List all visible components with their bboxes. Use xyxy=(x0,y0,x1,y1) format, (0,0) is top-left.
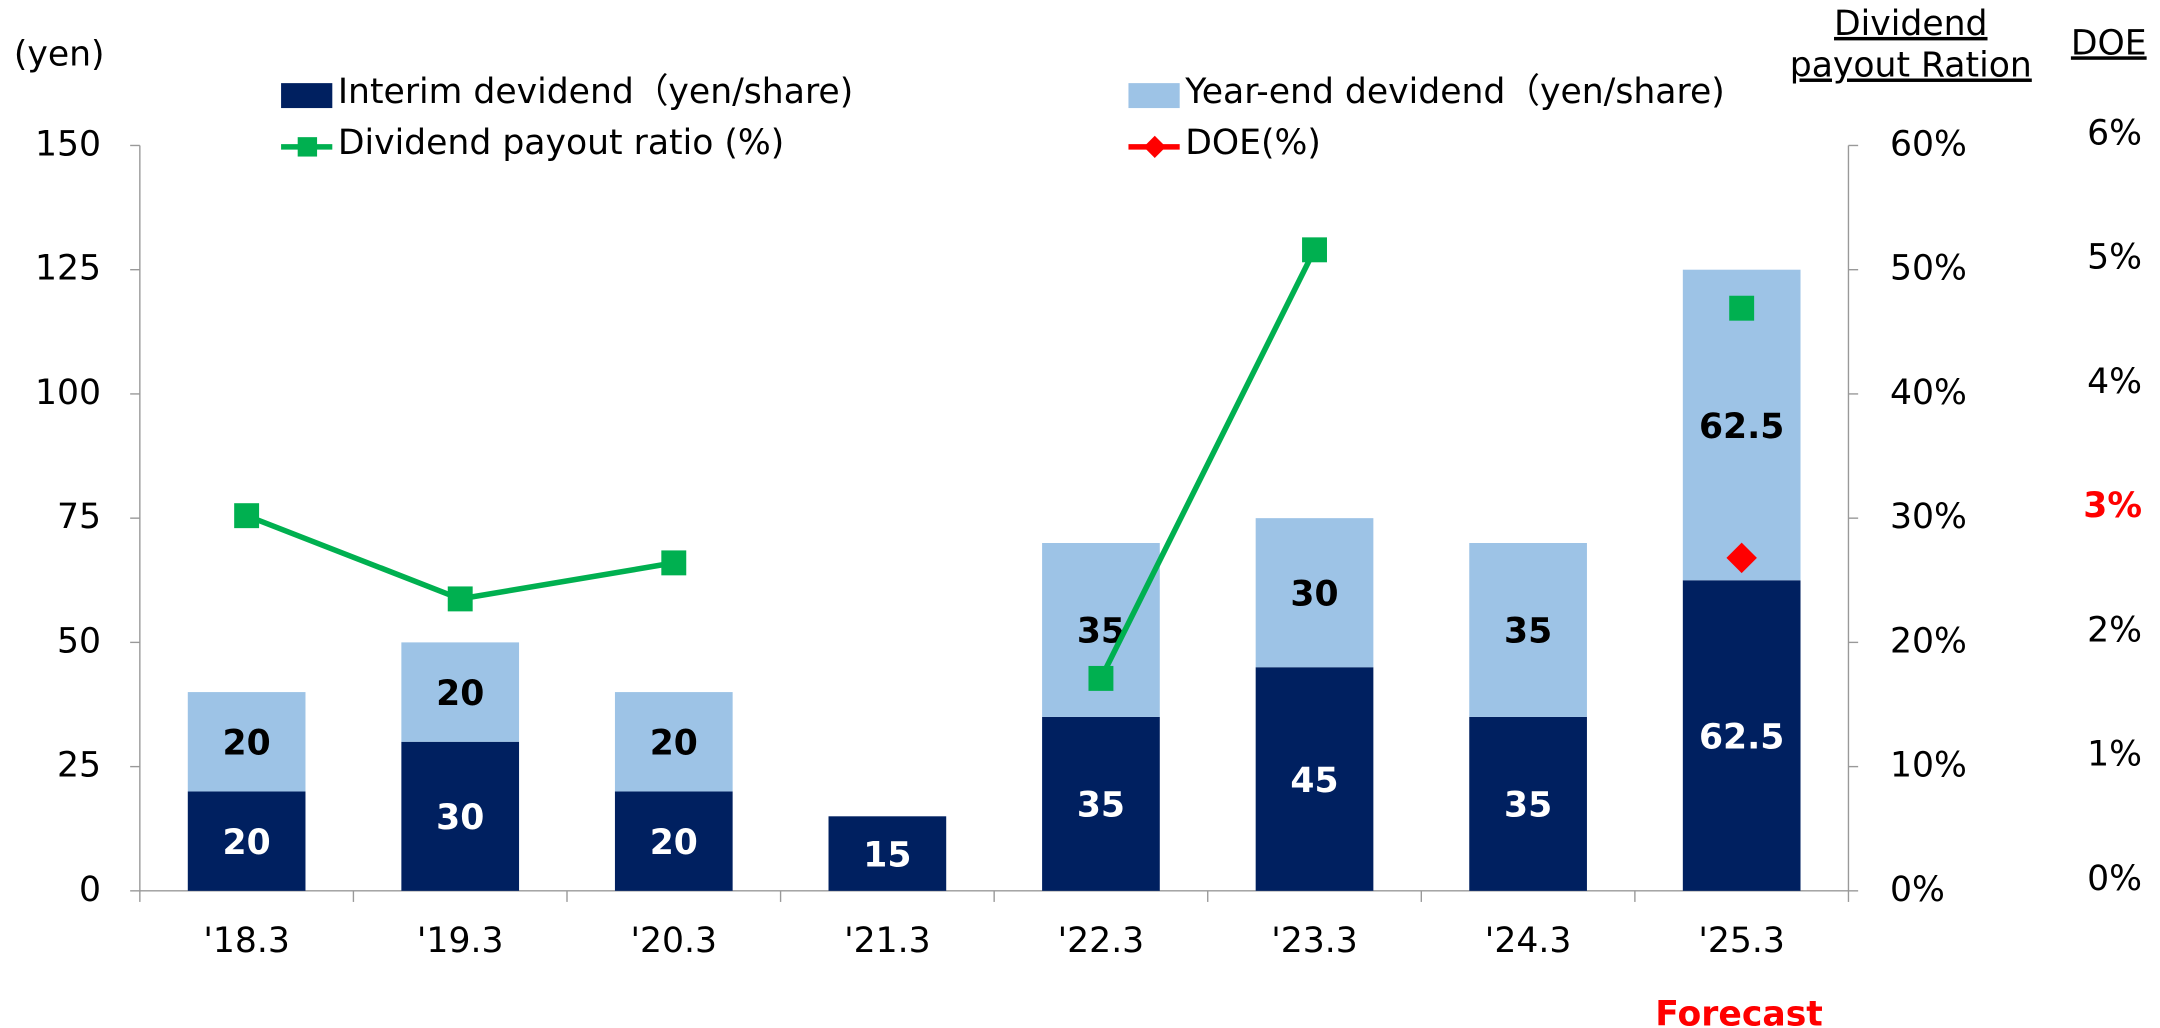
y2-axis-label: payout Ration xyxy=(1790,45,2032,85)
data-label: 62.5 xyxy=(1699,717,1784,757)
y-tick-label: 50 xyxy=(57,621,101,661)
x-tick-label: '20.3 xyxy=(631,921,718,961)
y3-tick-label: 4% xyxy=(2087,362,2142,402)
marker xyxy=(1302,237,1327,263)
marker xyxy=(1088,665,1114,691)
x-tick-label: '19.3 xyxy=(417,921,504,961)
y2-tick-label: 30% xyxy=(1890,497,1967,537)
marker xyxy=(1729,295,1755,321)
y3-tick-label: 1% xyxy=(2087,735,2142,775)
data-label: 20 xyxy=(223,823,271,863)
y-tick-label: 0 xyxy=(79,870,101,910)
bar xyxy=(1255,518,1374,668)
bar xyxy=(1682,580,1801,891)
y-tick-label: 25 xyxy=(57,746,101,786)
x-tick-label: '25.3 xyxy=(1698,921,1785,961)
y2-tick-label: 40% xyxy=(1890,373,1967,413)
data-label: 30 xyxy=(436,798,484,838)
y-tick-label: 150 xyxy=(35,124,101,164)
legend-label: Interim devidend（yen/share) xyxy=(338,72,853,112)
x-tick-label: '22.3 xyxy=(1058,921,1145,961)
marker xyxy=(1726,542,1757,574)
bar xyxy=(614,791,733,891)
bar xyxy=(1469,543,1587,717)
marker xyxy=(234,503,260,529)
y-tick-label: 100 xyxy=(35,373,101,413)
x-tick-label: '23.3 xyxy=(1271,921,1358,961)
data-label: 20 xyxy=(650,724,698,764)
y3-tick-label: 3% xyxy=(2083,486,2142,526)
legend-swatch xyxy=(281,83,333,109)
y2-tick-label: 10% xyxy=(1890,746,1967,786)
bar xyxy=(1682,269,1801,581)
y3-tick-label: 6% xyxy=(2087,113,2142,153)
legend-label: DOE(%) xyxy=(1185,123,1321,163)
x-tick-label: '21.3 xyxy=(844,921,931,961)
y-axis-label: (yen) xyxy=(14,34,105,74)
y2-tick-label: 60% xyxy=(1890,124,1967,164)
bar xyxy=(1042,716,1160,891)
legend-swatch xyxy=(297,137,318,157)
marker xyxy=(661,550,687,576)
y3-axis-label: DOE xyxy=(2071,23,2147,63)
annotation: Forecast xyxy=(1655,995,1823,1028)
y3-tick-label: 2% xyxy=(2087,610,2142,650)
y2-tick-label: 0% xyxy=(1890,870,1945,910)
data-label: 35 xyxy=(1504,612,1552,652)
bar xyxy=(828,816,947,891)
bar xyxy=(187,692,306,792)
bar xyxy=(187,791,306,891)
data-label: 20 xyxy=(436,674,484,714)
bar xyxy=(1469,716,1587,891)
y2-tick-label: 50% xyxy=(1890,249,1967,289)
data-label: 20 xyxy=(223,724,271,764)
data-label: 62.5 xyxy=(1699,407,1784,447)
y2-axis-label: Dividend xyxy=(1834,4,1987,44)
data-label: 35 xyxy=(1077,612,1125,652)
y-tick-label: 125 xyxy=(35,249,101,289)
legend-label: Dividend payout ratio (%) xyxy=(338,123,784,163)
data-label: 20 xyxy=(650,823,698,863)
x-tick-label: '18.3 xyxy=(203,921,290,961)
legend-label: Year-end devidend（yen/share) xyxy=(1184,72,1725,112)
data-label: 30 xyxy=(1290,574,1338,614)
data-label: 15 xyxy=(863,835,911,875)
bar xyxy=(401,741,520,891)
y3-tick-label: 0% xyxy=(2087,859,2142,899)
bar xyxy=(614,692,733,792)
data-label: 35 xyxy=(1504,786,1552,826)
marker xyxy=(447,586,473,612)
y2-tick-label: 20% xyxy=(1890,621,1967,661)
bar xyxy=(1255,667,1374,891)
data-label: 35 xyxy=(1077,786,1125,826)
x-tick-label: '24.3 xyxy=(1485,921,1572,961)
y3-tick-label: 5% xyxy=(2087,238,2142,278)
legend-swatch xyxy=(1143,135,1166,158)
bar xyxy=(401,642,520,742)
y-tick-label: 75 xyxy=(57,497,101,537)
data-label: 45 xyxy=(1290,761,1338,801)
legend-swatch xyxy=(1128,83,1180,109)
